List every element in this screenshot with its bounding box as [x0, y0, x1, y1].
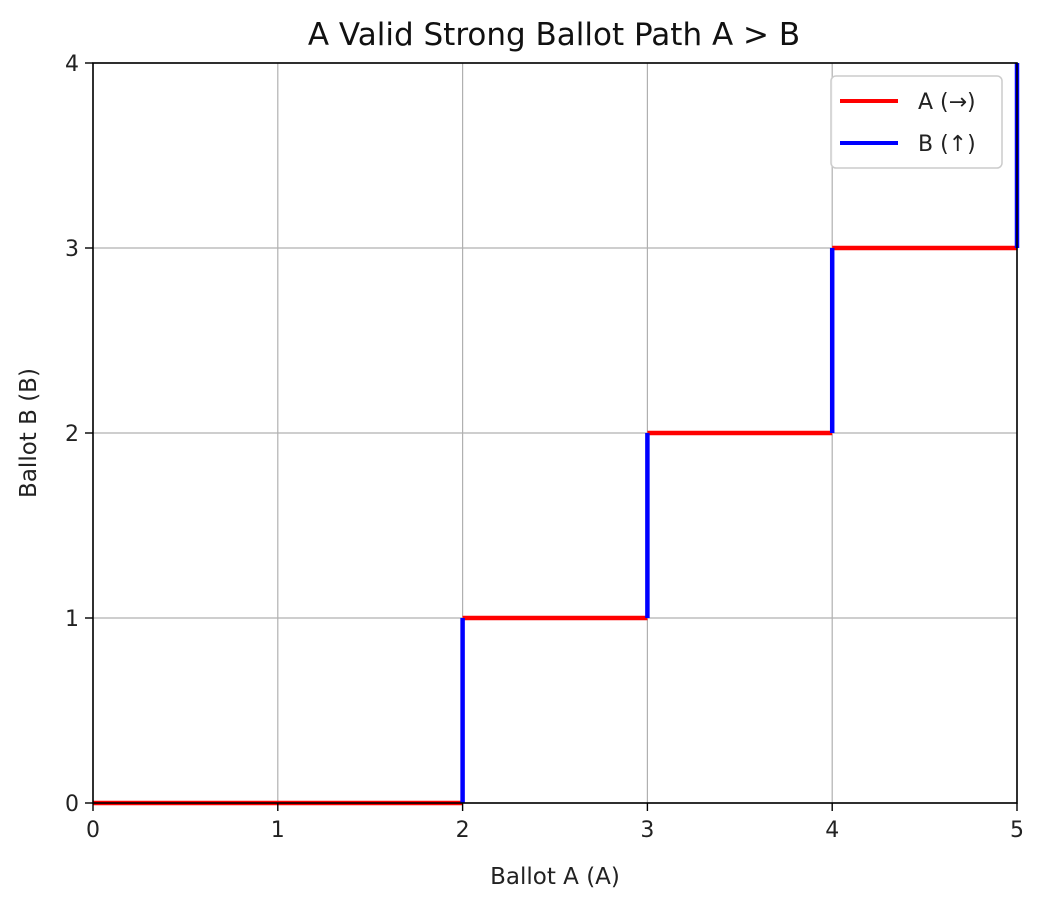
x-tick-label-0: 0: [86, 818, 100, 843]
y-tick-label-3: 3: [65, 237, 79, 262]
chart-title: A Valid Strong Ballot Path A > B: [308, 17, 800, 53]
legend-box: [830, 75, 1003, 169]
x-tick-label-4: 4: [825, 818, 839, 843]
x-tick-label-1: 1: [271, 818, 285, 843]
y-tick-label-2: 2: [65, 422, 79, 447]
y-tick-label-0: 0: [65, 792, 79, 817]
y-axis-label: Ballot B (B): [16, 368, 42, 498]
legend: A (→) B (↑): [830, 75, 1003, 169]
ticks: 0 1 2 3 4 5 0 1 2 3 4: [65, 52, 1024, 843]
x-tick-label-3: 3: [640, 818, 654, 843]
x-tick-label-2: 2: [456, 818, 470, 843]
legend-label-a: A (→): [918, 90, 976, 115]
x-axis-label: Ballot A (A): [490, 864, 620, 890]
legend-label-b: B (↑): [918, 132, 976, 157]
x-tick-label-5: 5: [1010, 818, 1024, 843]
y-tick-label-4: 4: [65, 52, 79, 77]
y-tick-label-1: 1: [65, 607, 79, 632]
